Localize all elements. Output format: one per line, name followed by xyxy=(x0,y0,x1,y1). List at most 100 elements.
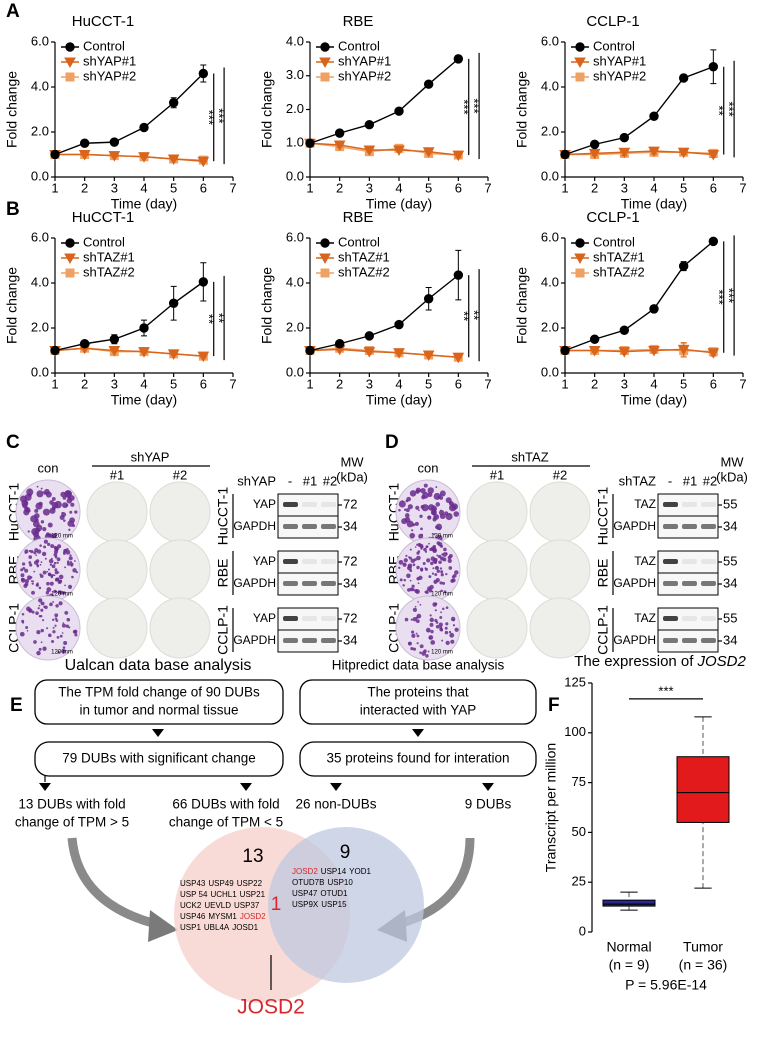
colony xyxy=(64,566,67,569)
scale-bar: 120 mm xyxy=(51,534,73,540)
blot-band xyxy=(663,581,678,586)
colony xyxy=(28,610,31,613)
colony xyxy=(20,573,25,578)
x-tick-label: 6 xyxy=(455,180,462,195)
colony xyxy=(420,527,423,531)
colony xyxy=(54,546,59,551)
legend-marker xyxy=(574,57,586,69)
colony xyxy=(38,586,42,590)
colony xyxy=(445,640,450,645)
legend-marker xyxy=(575,238,585,248)
chart-title: CCLP-1 xyxy=(586,209,639,226)
legend-marker xyxy=(64,57,76,69)
colony xyxy=(445,622,449,626)
series-line xyxy=(55,153,204,162)
row-label: HuCCT-1 xyxy=(386,483,402,542)
gene: UEVLD xyxy=(204,901,231,910)
colony xyxy=(444,511,449,516)
y-tick-label: 50 xyxy=(572,824,586,839)
colony xyxy=(46,587,52,592)
mw-value: 34 xyxy=(723,632,737,647)
colony xyxy=(440,611,442,614)
colony xyxy=(403,558,408,563)
blot-band xyxy=(663,502,678,507)
colony xyxy=(21,613,25,616)
point xyxy=(422,147,435,158)
colony xyxy=(45,591,50,595)
legend-marker xyxy=(65,42,75,52)
blot-band xyxy=(321,616,336,621)
colony xyxy=(36,485,39,488)
y-axis-label: Fold change xyxy=(259,71,275,148)
series-line xyxy=(54,73,204,156)
colony xyxy=(403,508,407,511)
y-tick-label: 75 xyxy=(572,774,586,789)
row-label: HuCCT-1 xyxy=(6,483,22,542)
gene: USP10 xyxy=(327,878,353,887)
colony xyxy=(416,576,420,581)
legend-label: shYAP#2 xyxy=(83,68,136,83)
colony xyxy=(444,626,448,630)
colony xyxy=(36,650,41,656)
point xyxy=(364,119,375,130)
colony xyxy=(415,632,418,635)
mw-value: 72 xyxy=(343,496,357,511)
flow-box xyxy=(34,741,284,777)
colony xyxy=(409,569,413,573)
colony xyxy=(442,552,448,557)
blot-band xyxy=(321,638,336,643)
scale-bar: 120 mm xyxy=(431,650,453,656)
colony xyxy=(403,563,406,566)
y-axis-label: Fold change xyxy=(4,267,20,344)
colony xyxy=(450,639,455,644)
y-tick-label: 0.0 xyxy=(541,168,559,183)
colony xyxy=(58,574,64,580)
blot-band xyxy=(302,616,317,621)
colony xyxy=(415,505,420,510)
colony xyxy=(56,561,59,564)
colony xyxy=(64,584,66,587)
colony xyxy=(448,566,453,570)
colony xyxy=(414,546,417,548)
legend-label: Control xyxy=(593,38,635,53)
series-line xyxy=(309,142,459,156)
colony xyxy=(51,564,56,569)
point xyxy=(197,156,210,168)
x-tick-label: 3 xyxy=(621,376,628,391)
legend-label: shYAP#2 xyxy=(593,68,646,83)
blot-row-label: HuCCT-1 xyxy=(215,487,231,546)
colony xyxy=(436,569,440,573)
y-tick-label: 1.0 xyxy=(286,135,304,150)
colony xyxy=(29,563,33,567)
colony xyxy=(21,619,25,623)
column-label: #2 xyxy=(173,467,187,482)
colony xyxy=(61,648,66,654)
point xyxy=(678,261,689,271)
point xyxy=(305,345,315,356)
colony xyxy=(63,551,66,554)
colony xyxy=(431,509,437,516)
colony xyxy=(34,513,40,519)
series-line xyxy=(54,347,204,357)
legend-marker xyxy=(575,42,585,52)
x-tick-label: 7 xyxy=(229,180,236,195)
colony-plate xyxy=(529,597,591,659)
colony xyxy=(73,560,76,562)
colony xyxy=(56,635,60,639)
gene-line: USP47 OTUD1 xyxy=(292,889,348,898)
box xyxy=(676,756,730,823)
blot-band xyxy=(302,502,317,507)
mw-value: 72 xyxy=(343,610,357,625)
series-line xyxy=(565,348,714,354)
x-tick-label: 1 xyxy=(306,376,313,391)
colony xyxy=(416,619,420,624)
flow-arrow xyxy=(482,783,494,791)
point xyxy=(50,345,60,356)
colony xyxy=(426,589,429,592)
colony xyxy=(404,516,411,523)
gene: OTUD1 xyxy=(320,889,348,898)
colony xyxy=(49,563,53,566)
colony xyxy=(43,545,47,549)
colony xyxy=(399,578,403,582)
x-tick-label: 1 xyxy=(51,180,58,195)
